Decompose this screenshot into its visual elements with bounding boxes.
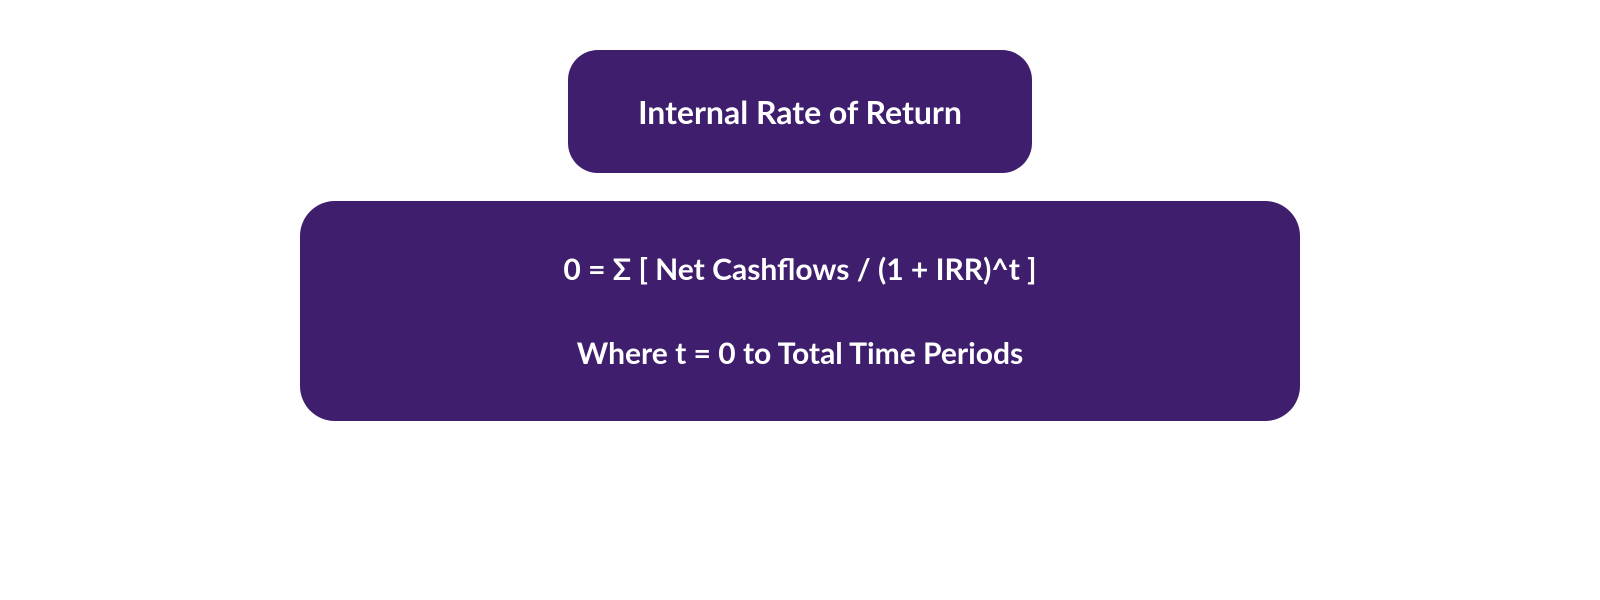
title-box: Internal Rate of Return — [568, 50, 1032, 173]
formula-box: 0 = Σ [ Net Cashflows / (1 + IRR)^t ] Wh… — [300, 201, 1300, 421]
formula-where: Where t = 0 to Total Time Periods — [360, 335, 1240, 371]
formula-equation: 0 = Σ [ Net Cashflows / (1 + IRR)^t ] — [360, 251, 1240, 287]
diagram-title: Internal Rate of Return — [638, 92, 962, 131]
